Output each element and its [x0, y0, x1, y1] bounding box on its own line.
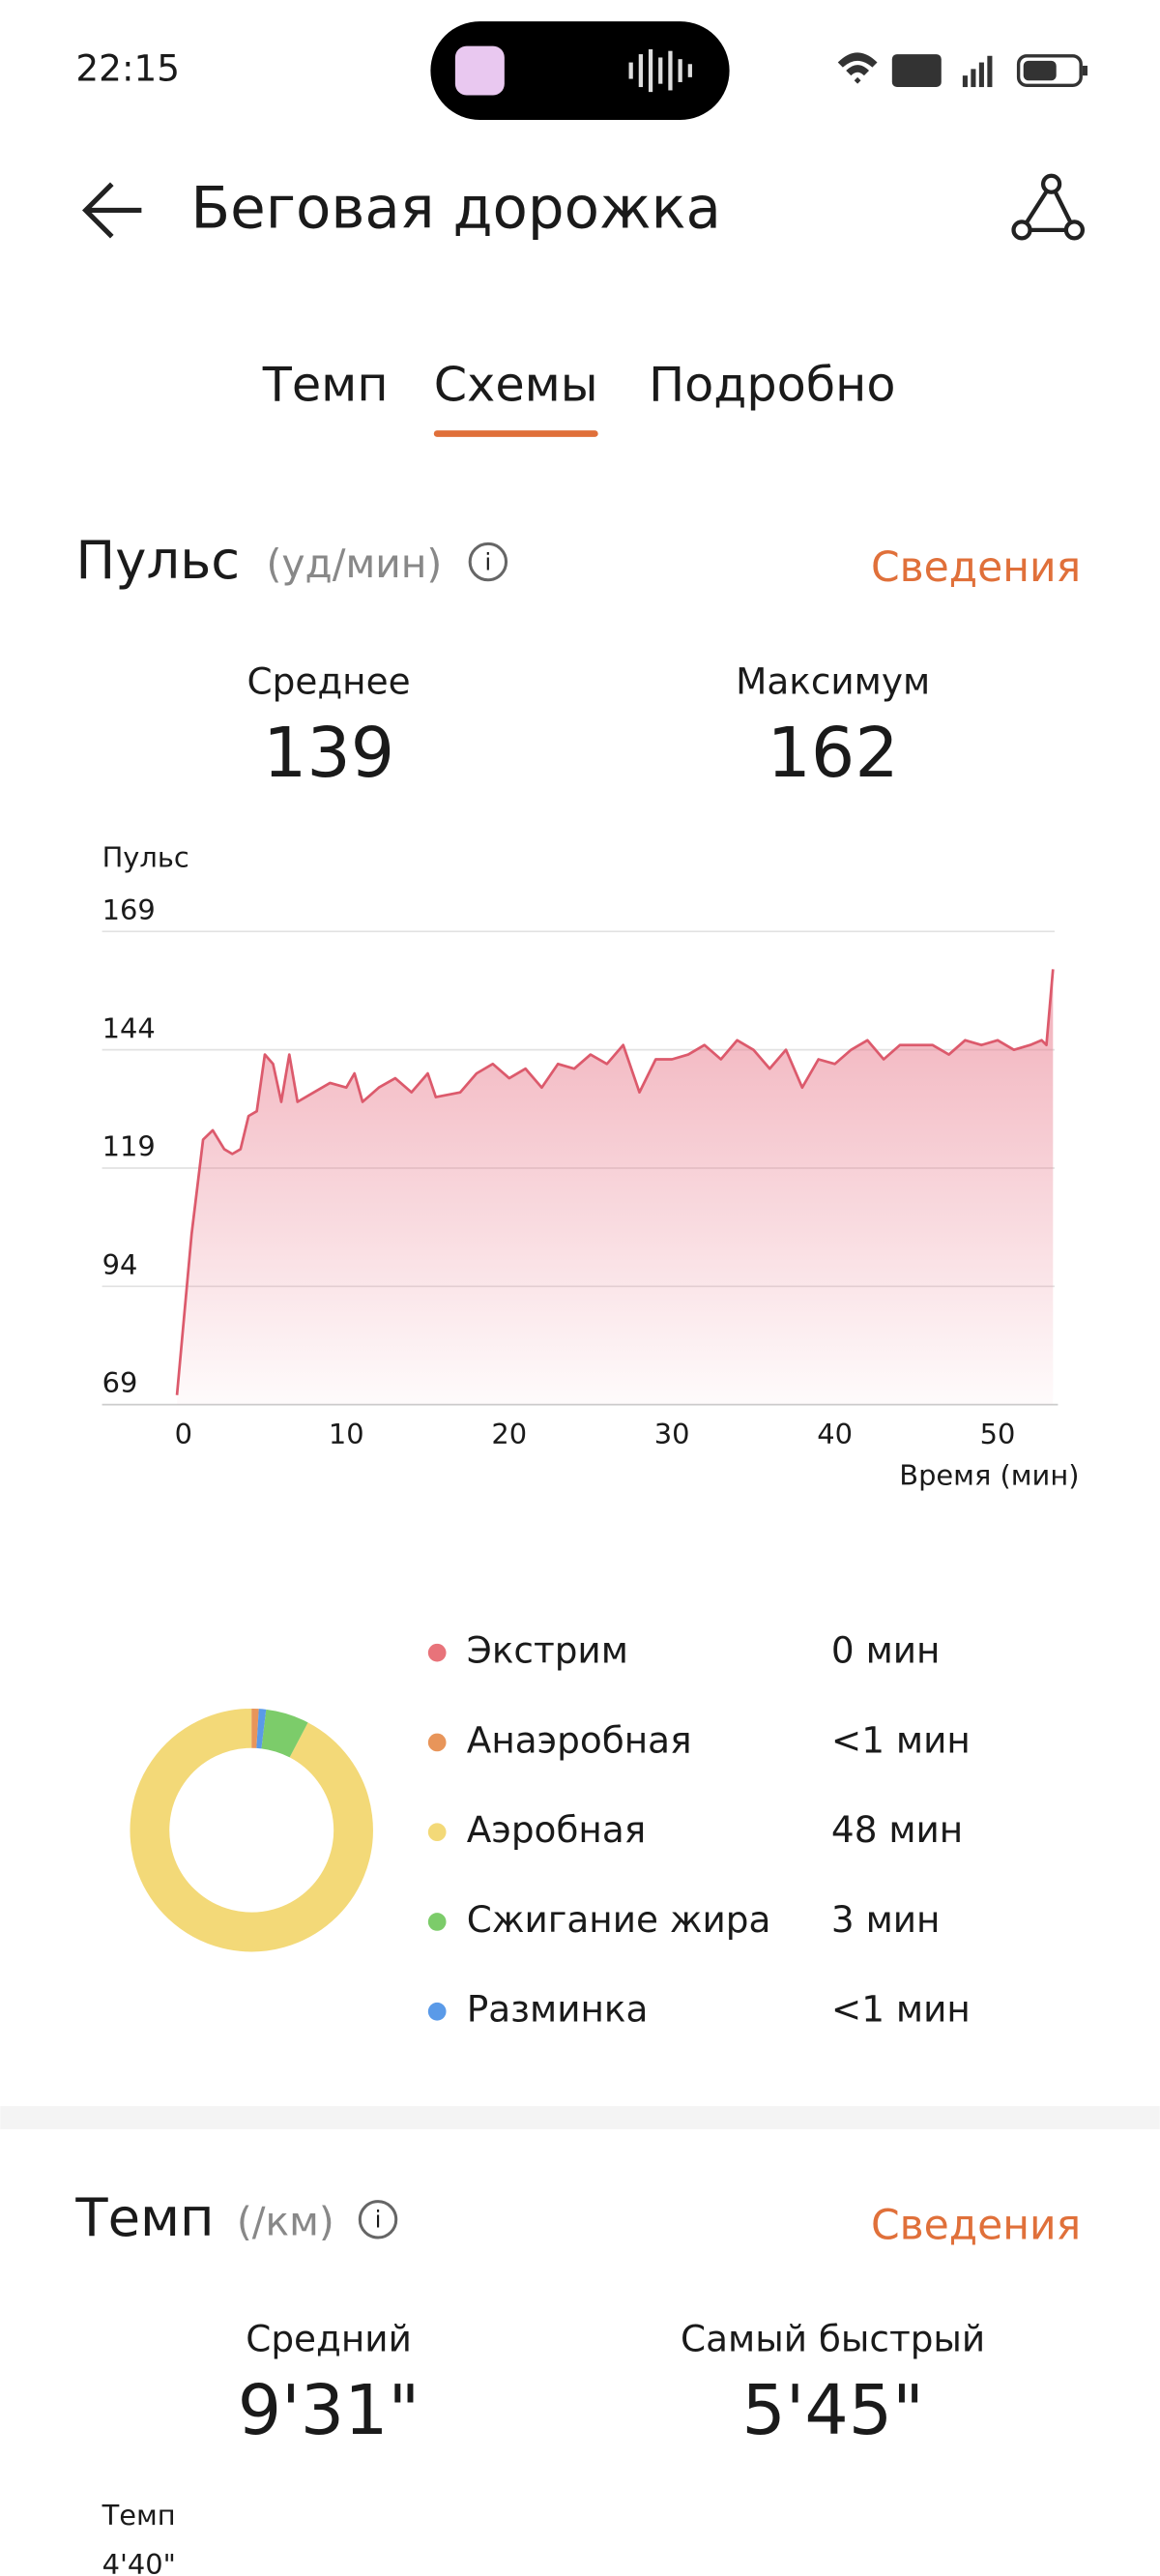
- legend-dot: [427, 1913, 447, 1931]
- y-tick-label: 94: [102, 1248, 138, 1281]
- page-title: Беговая дорожка: [190, 175, 721, 242]
- y-tick-label: 169: [102, 893, 156, 926]
- status-icons: [837, 52, 1088, 88]
- x-tick-label: 50: [980, 1418, 1016, 1450]
- donut-segment: [256, 1709, 267, 1749]
- app-icon: [454, 45, 505, 96]
- y-tick-label: 69: [102, 1366, 138, 1399]
- stat-label: Самый быстрый: [681, 2318, 985, 2360]
- donut-segment: [260, 1709, 308, 1758]
- details-link[interactable]: Сведения: [871, 2202, 1081, 2249]
- section-unit: (уд/мин): [266, 541, 442, 587]
- stat-value: 162: [768, 713, 899, 793]
- info-icon[interactable]: [358, 2200, 398, 2239]
- legend-label: Анаэробная: [467, 1718, 692, 1761]
- legend-dot: [427, 2002, 447, 2021]
- section-title: Пульс: [75, 530, 240, 591]
- stat-label: Среднее: [247, 659, 411, 702]
- stat-label: Средний: [246, 2318, 412, 2360]
- legend-label: Аэробная: [467, 1808, 646, 1851]
- time: 22:15: [75, 47, 180, 90]
- y-axis-title: Темп: [102, 2499, 176, 2532]
- stat-value: 139: [263, 713, 394, 793]
- legend-value: 0 мин: [831, 1629, 941, 1672]
- legend-label: Экстрим: [467, 1629, 628, 1672]
- legend-value: 48 мин: [831, 1808, 963, 1851]
- stat-value: 9'31": [238, 2370, 420, 2450]
- tab[interactable]: Подробно: [649, 356, 895, 412]
- y-tick-label: 4'40": [102, 2548, 176, 2576]
- dynamic-island: [430, 21, 730, 121]
- audio-wave: [628, 48, 692, 93]
- section-unit: (/км): [237, 2198, 334, 2244]
- legend-value: <1 мин: [831, 1718, 971, 1761]
- legend-dot: [427, 1643, 447, 1662]
- donut-segment: [130, 1708, 373, 1952]
- stat-label: Максимум: [736, 659, 930, 702]
- x-tick-label: 0: [175, 1418, 192, 1450]
- legend-value: 3 мин: [831, 1898, 941, 1941]
- x-tick-label: 20: [491, 1418, 527, 1450]
- line: [175, 969, 1055, 1395]
- y-tick-label: 144: [102, 1011, 156, 1044]
- back-button[interactable]: [82, 182, 142, 239]
- section-separator: [0, 2106, 1160, 2129]
- area: [177, 969, 1054, 1405]
- tab[interactable]: Темп: [262, 356, 389, 412]
- tab-indicator: [433, 430, 598, 437]
- y-axis-title: Пульс: [102, 841, 189, 874]
- stat-value: 5'45": [741, 2370, 924, 2450]
- x-tick-label: 30: [654, 1418, 690, 1450]
- x-axis-title: Время (мин): [899, 1458, 1079, 1491]
- info-icon[interactable]: [468, 542, 508, 582]
- info-i: i: [375, 2207, 382, 2234]
- info-i: i: [485, 548, 492, 575]
- legend-dot: [427, 1733, 447, 1752]
- legend-label: Разминка: [467, 1988, 649, 2031]
- y-tick-label: 119: [102, 1130, 156, 1163]
- x-tick-label: 40: [817, 1418, 853, 1450]
- x-tick-label: 10: [329, 1418, 364, 1450]
- tab[interactable]: Схемы: [434, 356, 598, 412]
- section-title: Темп: [74, 2187, 214, 2248]
- details-link[interactable]: Сведения: [871, 544, 1081, 592]
- legend-value: <1 мин: [831, 1988, 971, 2031]
- legend-dot: [427, 1823, 447, 1842]
- route-button[interactable]: [1011, 173, 1086, 241]
- legend-label: Сжигание жира: [467, 1898, 771, 1941]
